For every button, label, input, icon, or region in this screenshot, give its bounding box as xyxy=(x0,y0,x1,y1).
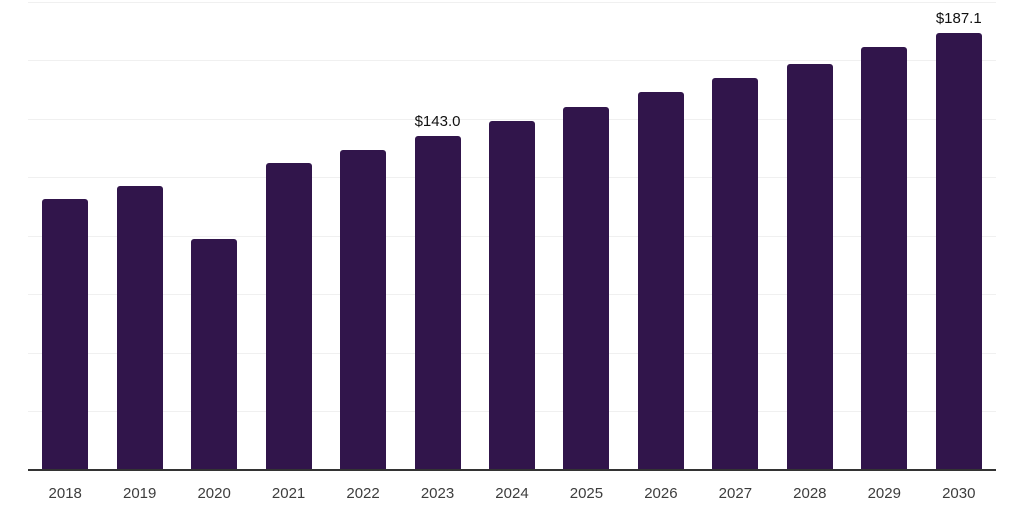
bar-2025 xyxy=(563,106,610,470)
x-tick-2030: 2030 xyxy=(942,485,976,502)
bar-2029 xyxy=(861,46,908,470)
x-axis-line xyxy=(28,469,996,471)
x-tick-2018: 2018 xyxy=(48,485,82,502)
x-tick-2028: 2028 xyxy=(793,485,827,502)
x-tick-2026: 2026 xyxy=(644,485,678,502)
bar-2027 xyxy=(712,78,759,470)
x-tick-2027: 2027 xyxy=(718,485,753,502)
x-tick-2022: 2022 xyxy=(346,485,380,502)
bar-2026 xyxy=(637,92,684,470)
bar-2028 xyxy=(786,64,833,470)
gridline-175 xyxy=(28,60,996,62)
gridline-150 xyxy=(28,118,996,120)
value-label-2023: $143.0 xyxy=(414,112,461,130)
x-tick-2029: 2029 xyxy=(867,485,901,502)
x-tick-2023: 2023 xyxy=(420,485,455,502)
bar-2021 xyxy=(265,162,312,470)
value-label-2030: $187.1 xyxy=(935,9,982,27)
gridline-200 xyxy=(28,2,996,3)
x-tick-2020: 2020 xyxy=(197,485,231,502)
x-tick-2021: 2021 xyxy=(271,485,306,502)
bar-2018 xyxy=(42,198,89,470)
x-tick-2024: 2024 xyxy=(495,485,529,502)
x-tick-2019: 2019 xyxy=(122,485,157,502)
bar-2022 xyxy=(340,149,387,470)
bar-2020 xyxy=(191,238,238,470)
bar-2024 xyxy=(489,120,535,470)
bar-2023 xyxy=(414,135,461,470)
bar-2030 xyxy=(935,32,982,470)
x-tick-2025: 2025 xyxy=(569,485,604,502)
bar-2019 xyxy=(116,185,163,470)
